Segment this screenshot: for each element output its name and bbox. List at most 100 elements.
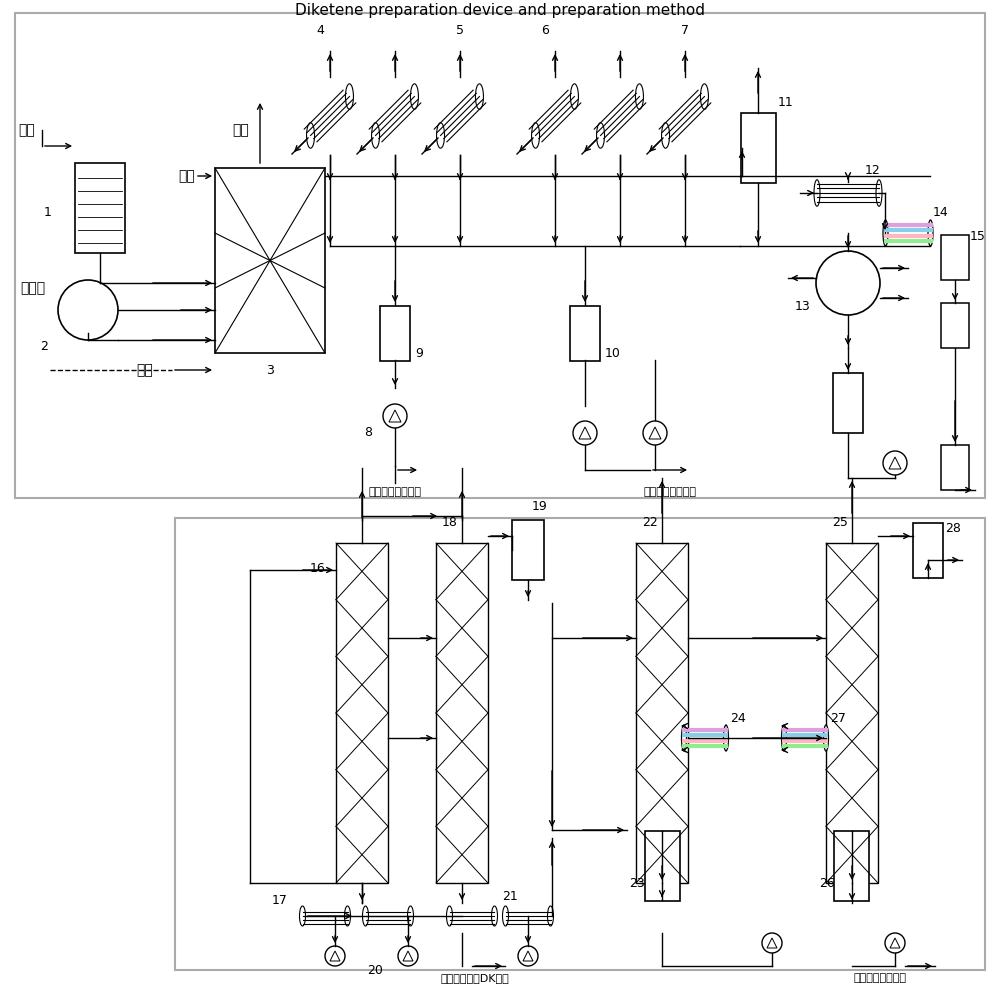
Text: 10: 10 <box>605 347 621 360</box>
Polygon shape <box>767 938 777 948</box>
Text: 19: 19 <box>532 500 548 513</box>
Polygon shape <box>389 410 401 422</box>
Circle shape <box>518 946 538 966</box>
Ellipse shape <box>446 906 452 926</box>
Text: 21: 21 <box>502 889 518 902</box>
Bar <box>636 543 688 883</box>
Text: 12: 12 <box>865 163 881 177</box>
Circle shape <box>325 946 345 966</box>
Text: 1: 1 <box>44 206 52 219</box>
Ellipse shape <box>548 906 554 926</box>
Text: 13: 13 <box>794 299 810 312</box>
Text: 25: 25 <box>832 517 848 530</box>
Text: 24: 24 <box>730 711 746 724</box>
Text: 15: 15 <box>970 229 986 242</box>
Circle shape <box>383 404 407 428</box>
Ellipse shape <box>782 725 787 751</box>
Polygon shape <box>523 951 533 961</box>
Bar <box>941 235 969 281</box>
Circle shape <box>643 421 667 445</box>
Bar <box>215 168 325 353</box>
Ellipse shape <box>344 906 351 926</box>
Ellipse shape <box>362 906 368 926</box>
Text: 16: 16 <box>309 561 325 574</box>
Bar <box>380 305 410 361</box>
Text: 煤气: 煤气 <box>137 363 153 377</box>
Circle shape <box>883 451 907 475</box>
Bar <box>913 523 943 578</box>
Ellipse shape <box>300 906 306 926</box>
Ellipse shape <box>307 123 315 148</box>
Bar <box>833 373 863 433</box>
Text: 5: 5 <box>456 24 464 37</box>
Bar <box>941 303 969 349</box>
Ellipse shape <box>700 84 708 110</box>
Text: 20: 20 <box>367 963 383 976</box>
Circle shape <box>573 421 597 445</box>
Text: 去灌区稀醋酸大槽: 去灌区稀醋酸大槽 <box>854 973 907 983</box>
Bar <box>644 831 680 901</box>
Circle shape <box>762 933 782 953</box>
Ellipse shape <box>662 123 670 148</box>
Bar <box>175 518 985 970</box>
Polygon shape <box>890 938 900 948</box>
Ellipse shape <box>410 84 418 110</box>
Text: 17: 17 <box>272 893 288 907</box>
Bar <box>834 831 869 901</box>
Text: Diketene preparation device and preparation method: Diketene preparation device and preparat… <box>295 3 705 18</box>
Ellipse shape <box>503 906 509 926</box>
Bar <box>436 543 488 883</box>
Ellipse shape <box>570 84 578 110</box>
Ellipse shape <box>682 725 686 751</box>
Polygon shape <box>330 951 340 961</box>
Text: 11: 11 <box>778 97 794 110</box>
Text: 去灌区稀醋酸大槽: 去灌区稀醋酸大槽 <box>644 487 696 497</box>
Ellipse shape <box>475 84 483 110</box>
Bar <box>941 446 969 490</box>
Ellipse shape <box>635 84 643 110</box>
Text: 6: 6 <box>541 24 549 37</box>
Polygon shape <box>649 427 661 439</box>
Text: 2: 2 <box>40 340 48 353</box>
Text: 去精馏车间粗DK大槽: 去精馏车间粗DK大槽 <box>441 973 509 983</box>
Ellipse shape <box>928 220 933 246</box>
Ellipse shape <box>824 725 829 751</box>
Ellipse shape <box>814 180 820 206</box>
Ellipse shape <box>437 123 445 148</box>
Text: 醋酸: 醋酸 <box>18 123 35 137</box>
Bar <box>512 520 544 580</box>
Polygon shape <box>579 427 591 439</box>
Text: 8: 8 <box>364 427 372 440</box>
Text: 14: 14 <box>933 206 949 219</box>
Text: 9: 9 <box>415 347 423 360</box>
Ellipse shape <box>724 725 728 751</box>
Ellipse shape <box>408 906 414 926</box>
Text: 26: 26 <box>819 876 835 889</box>
Text: 7: 7 <box>681 24 689 37</box>
Bar <box>336 543 388 883</box>
Circle shape <box>398 946 418 966</box>
Ellipse shape <box>372 123 380 148</box>
Ellipse shape <box>883 220 888 246</box>
Polygon shape <box>889 457 901 469</box>
Text: 烟气: 烟气 <box>232 123 249 137</box>
Ellipse shape <box>876 180 882 206</box>
Bar <box>15 13 985 498</box>
Polygon shape <box>403 951 413 961</box>
Text: 22: 22 <box>642 517 658 530</box>
Text: 27: 27 <box>830 711 846 724</box>
Bar <box>570 305 600 361</box>
Text: 催化剂: 催化剂 <box>20 281 45 295</box>
Bar <box>75 163 125 253</box>
Text: 28: 28 <box>945 522 961 535</box>
Ellipse shape <box>491 906 497 926</box>
Text: 空气: 空气 <box>178 169 195 183</box>
Text: 去灌区稀醋酸大槽: 去灌区稀醋酸大槽 <box>368 487 422 497</box>
Ellipse shape <box>532 123 540 148</box>
Text: 3: 3 <box>266 364 274 376</box>
Text: 23: 23 <box>629 876 645 889</box>
Circle shape <box>885 933 905 953</box>
Text: 18: 18 <box>442 517 458 530</box>
Text: 4: 4 <box>316 24 324 37</box>
Ellipse shape <box>345 84 353 110</box>
